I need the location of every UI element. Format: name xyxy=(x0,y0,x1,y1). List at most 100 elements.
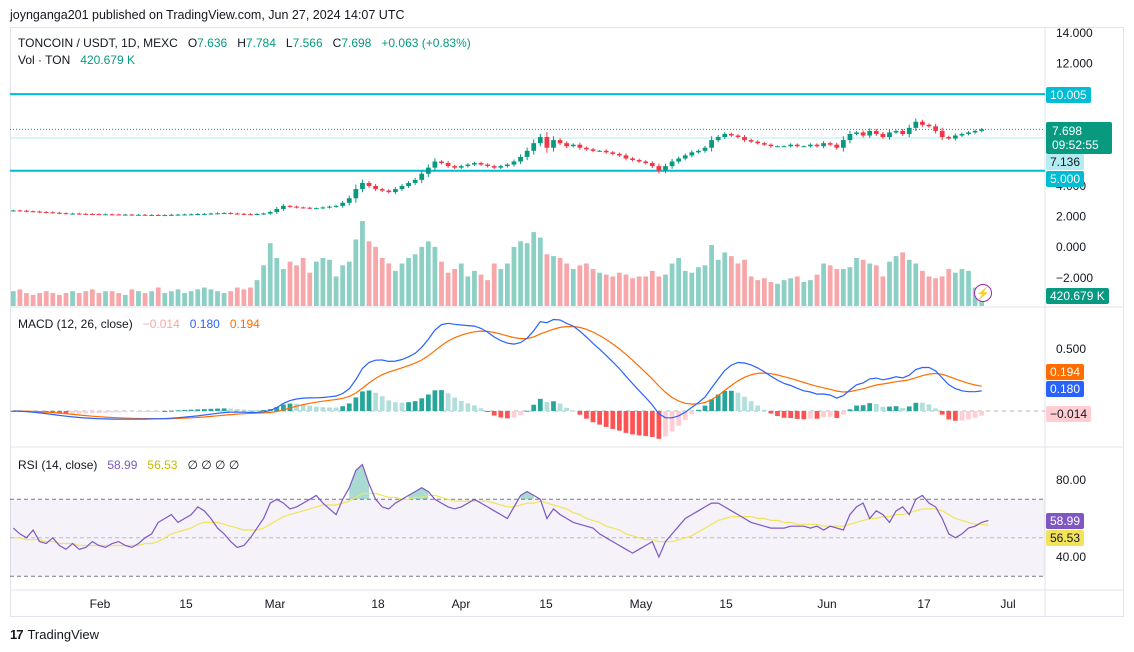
rsi-title[interactable]: RSI (14, close) xyxy=(18,458,98,472)
rsi-legend: RSI (14, close) 58.99 56.53 ∅ ∅ ∅ ∅ xyxy=(18,458,239,472)
volume-bar xyxy=(393,270,398,306)
volume-bar xyxy=(175,289,181,306)
candle-body xyxy=(195,213,201,215)
volume-bar xyxy=(274,257,280,306)
pane-dividers xyxy=(10,27,1124,617)
macd-hist-bar xyxy=(893,406,899,411)
volume-bar xyxy=(531,232,537,306)
macd-hist-bar xyxy=(584,411,589,419)
candle-body xyxy=(478,163,484,165)
time-axis: Feb 15 Mar 18 Apr 15 May 15 Jun 17 Jul xyxy=(90,597,1016,611)
candle-body xyxy=(221,213,227,215)
high-label: H xyxy=(237,36,246,50)
candle-body xyxy=(267,212,273,214)
macd-hist-bar xyxy=(70,411,75,414)
candle-body xyxy=(50,212,56,214)
candle-body xyxy=(89,213,95,215)
candle-body xyxy=(926,124,932,127)
candle-body xyxy=(412,179,418,183)
time-tick-label: 18 xyxy=(371,597,385,611)
volume-bar xyxy=(472,270,477,306)
volume-bar xyxy=(379,257,385,306)
candle-body xyxy=(551,140,556,148)
rsi-ma-value: 56.53 xyxy=(147,458,178,472)
candle-body xyxy=(452,166,458,168)
macd-hist-bar xyxy=(254,410,260,412)
volume-bar xyxy=(860,259,866,306)
candle-body xyxy=(439,161,444,164)
volume-bar xyxy=(913,263,919,306)
macd-hist-bar xyxy=(386,400,392,411)
volume-bar xyxy=(43,291,49,306)
candle-body xyxy=(972,130,978,133)
volume-label[interactable]: Vol · TON xyxy=(18,53,71,67)
macd-hist-bar xyxy=(208,408,214,411)
candle-body xyxy=(656,166,662,171)
candle-body xyxy=(524,150,530,157)
macd-hist-bar xyxy=(399,402,405,411)
lightning-icon[interactable]: ⚡ xyxy=(974,284,992,302)
macd-hist-bar xyxy=(472,405,477,411)
rsi-tick-label: 40.00 xyxy=(1056,550,1086,564)
candle-body xyxy=(643,161,649,164)
macd-hist-bar xyxy=(419,398,425,411)
candle-body xyxy=(248,214,253,216)
volume-bar xyxy=(478,274,484,306)
candle-body xyxy=(854,132,859,134)
candle-body xyxy=(17,210,23,212)
volume-bar xyxy=(201,287,207,306)
candle-body xyxy=(728,133,734,136)
macd-hist-bar xyxy=(959,411,965,421)
macd-pane xyxy=(10,318,1045,439)
macd-hist-bar xyxy=(327,407,332,411)
volume-bar xyxy=(557,257,563,306)
candle-body xyxy=(663,166,668,171)
volume-bar xyxy=(439,261,444,306)
macd-hist-bar xyxy=(643,411,649,436)
volume-bar xyxy=(610,276,616,306)
macd-hist-bar xyxy=(887,406,892,411)
volume-bar xyxy=(748,276,754,306)
volume-bar xyxy=(300,257,306,306)
macd-hist-bar xyxy=(215,408,220,411)
macd-hist-bar xyxy=(577,411,583,415)
candle-body xyxy=(366,182,372,186)
volume-bar xyxy=(103,291,108,306)
candle-body xyxy=(360,182,365,190)
candle-body xyxy=(142,214,148,216)
macd-title[interactable]: MACD (12, 26, close) xyxy=(18,317,133,331)
volume-value: 420.679 K xyxy=(80,53,135,67)
macd-hist-bar xyxy=(979,411,985,416)
candle-body xyxy=(808,144,813,147)
volume-bar xyxy=(267,243,273,306)
volume-bar xyxy=(564,263,570,306)
volume-bar xyxy=(155,287,161,306)
volume-bar xyxy=(801,281,807,306)
change-value: +0.063 (+0.83%) xyxy=(381,36,471,50)
volume-bar xyxy=(366,241,372,306)
macd-hist-bar xyxy=(544,402,550,411)
symbol-title[interactable]: TONCOIN / USDT, 1D, MEXC xyxy=(18,36,178,50)
volume-bar xyxy=(946,269,952,306)
candle-body xyxy=(722,133,728,138)
candle-body xyxy=(709,140,714,148)
candle-body xyxy=(788,144,794,147)
macd-hist-bar xyxy=(478,408,484,411)
volume-bar xyxy=(880,276,886,306)
macd-hist-bar xyxy=(939,411,945,415)
macd-hist-bar xyxy=(748,401,754,411)
volume-bar xyxy=(320,257,326,306)
volume-bar xyxy=(485,280,490,306)
candle-body xyxy=(544,137,550,148)
macd-hist-bar xyxy=(702,405,708,411)
volume-bar xyxy=(887,261,892,306)
candle-body xyxy=(43,212,49,214)
macd-hist-bar xyxy=(346,403,352,411)
macd-hist-bar xyxy=(136,411,141,412)
price-tick-label: 12.000 xyxy=(1056,57,1093,71)
candle-body xyxy=(748,140,754,142)
candle-body xyxy=(155,214,161,216)
macd-hist-bar xyxy=(966,411,971,420)
volume-bar xyxy=(89,289,95,306)
